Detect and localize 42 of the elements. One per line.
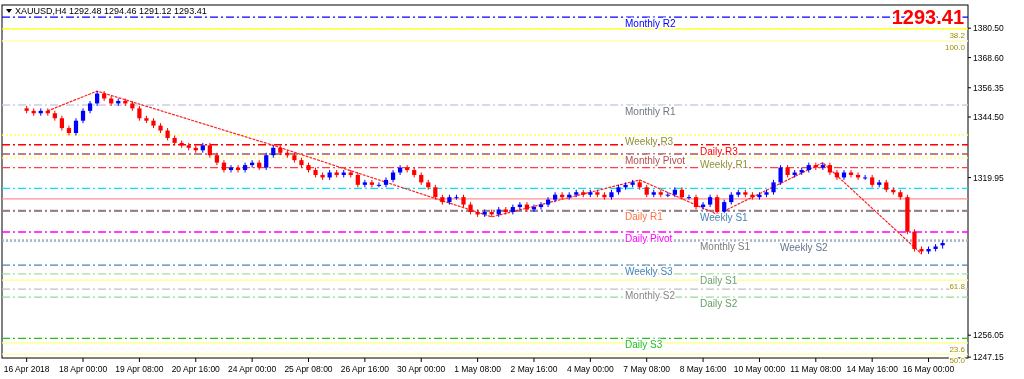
- x-tick-label: 2 May 16:00: [510, 364, 558, 374]
- ref-line-label: Weekly S3: [625, 266, 674, 278]
- x-tick-label: 1 May 08:00: [454, 364, 502, 374]
- ref-line-label: Monthly Pivot: [625, 155, 686, 166]
- annotation: 61.8: [949, 282, 966, 292]
- ref-line-label: Monthly R2: [625, 18, 677, 30]
- x-tick-label: 11 May 08:00: [790, 364, 842, 374]
- annotation: 100.0: [944, 43, 966, 53]
- y-tick-label: 1344.50: [973, 111, 1004, 122]
- x-tick-label: 4 May 00:00: [566, 364, 614, 374]
- x-tick-label: 7 May 08:00: [623, 364, 671, 374]
- ref-line-label: Daily S3: [625, 339, 663, 351]
- ref-line-label: Daily Pivot: [625, 233, 673, 245]
- x-tick-label: 26 Apr 16:00: [340, 364, 390, 374]
- annotation: 38.2: [949, 30, 966, 40]
- y-tick-label: 1319.95: [973, 172, 1004, 183]
- x-tick-label: 16 May 00:00: [902, 364, 955, 374]
- ref-line-label: Daily R1: [625, 211, 664, 223]
- y-tick-label: 1256.05: [973, 330, 1004, 341]
- x-tick-label: 18 Apr 00:00: [58, 364, 108, 374]
- y-tick-label: 1368.60: [973, 52, 1004, 63]
- ref-line-label: Weekly S1: [700, 212, 749, 224]
- x-tick-label: 16 Apr 2018: [3, 364, 50, 374]
- x-tick-label: 30 Apr 00:00: [397, 364, 446, 374]
- x-tick-label: 10 May 00:00: [733, 364, 786, 374]
- ref-line-label: Daily R3: [700, 145, 739, 157]
- ref-line-label: Monthly S1: [700, 241, 751, 253]
- ref-line-label: Daily S2: [700, 298, 738, 310]
- chart-title: XAUUSD,H4 1292.48 1294.46 1291.12 1293.41: [15, 6, 207, 16]
- x-tick-label: 14 May 16:00: [846, 364, 899, 374]
- annotation: 50.0: [949, 356, 966, 366]
- ref-line-label: Weekly S2: [780, 242, 829, 254]
- annotation: 23.6: [949, 344, 966, 354]
- x-tick-label: 8 May 16:00: [679, 364, 727, 374]
- y-tick-label: 1356.35: [973, 82, 1004, 93]
- x-tick-label: 24 Apr 00:00: [228, 364, 277, 374]
- x-tick-label: 20 Apr 16:00: [171, 364, 221, 374]
- x-tick-label: 25 Apr 08:00: [284, 364, 333, 374]
- x-tick-label: 19 Apr 08:00: [115, 364, 164, 374]
- y-tick-label: 1380.50: [973, 23, 1004, 34]
- ref-line-label: Monthly R1: [625, 105, 677, 117]
- y-tick-label: 1247.15: [973, 352, 1004, 363]
